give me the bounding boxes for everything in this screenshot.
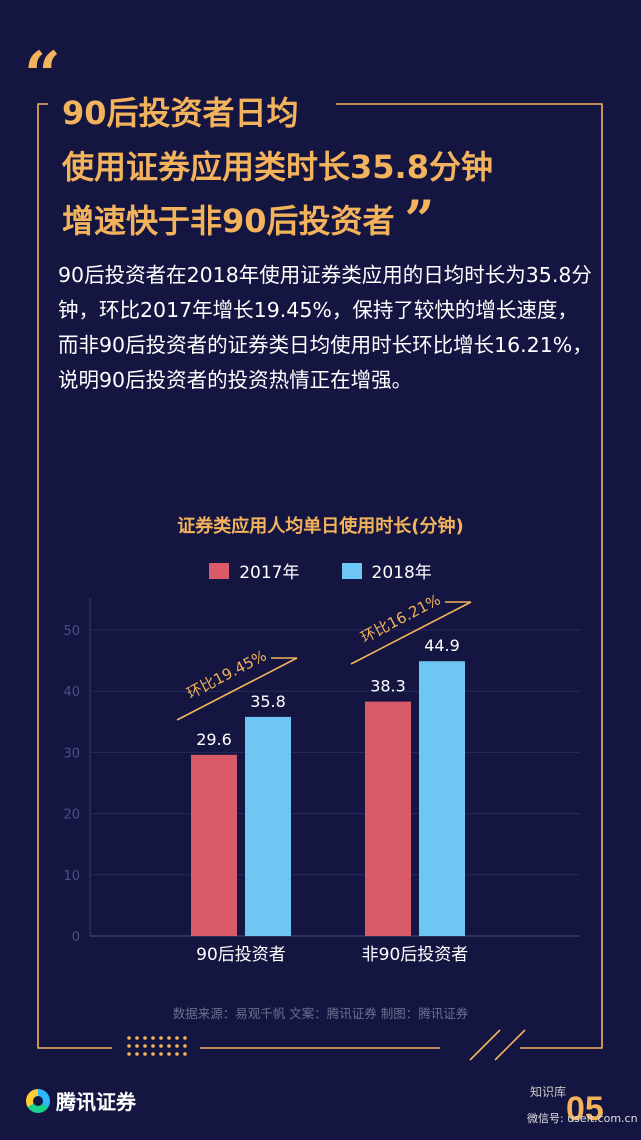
page-number: 05	[566, 1090, 604, 1128]
legend-label-2017: 2017年	[239, 563, 300, 583]
headline: 90后投资者日均 使用证券应用类时长35.8分钟 增速快于非90后投资者”	[62, 86, 602, 248]
bar-2018-1	[419, 661, 465, 936]
bar-2017-0	[191, 754, 237, 936]
brand-name: 腾讯证券	[56, 1090, 136, 1114]
body-paragraph: 90后投资者在2018年使用证券类应用的日均时长为35.8分钟，环比2017年增…	[58, 263, 593, 392]
legend-swatch-2018	[341, 562, 362, 579]
watermark-id: 微信号: useit.com.cn	[527, 1112, 638, 1125]
legend-item-2018: 2018年	[341, 558, 432, 583]
y-tick-label: 40	[63, 685, 80, 700]
y-tick-label: 0	[72, 930, 80, 945]
decorative-dots	[127, 1036, 187, 1056]
x-category-label: 90后投资者	[196, 945, 286, 965]
legend-swatch-2017	[209, 562, 230, 579]
headline-line-3: 增速快于非90后投资者”	[62, 194, 602, 248]
headline-line-3-text: 增速快于非90后投资者	[62, 202, 395, 240]
y-tick-label: 20	[63, 808, 80, 823]
bar-value-label: 38.3	[370, 677, 406, 696]
legend-item-2017: 2017年	[209, 558, 300, 583]
quote-close-mark: ”	[404, 190, 435, 251]
bar-2017-1	[365, 701, 411, 936]
tencent-securities-logo-icon	[26, 1088, 50, 1113]
bar-value-label: 44.9	[424, 636, 460, 655]
growth-arrow-line	[350, 601, 472, 665]
quote-open-mark: “	[24, 38, 61, 113]
chart-legend: 2017年 2018年	[0, 558, 641, 583]
watermark-name: 知识库	[530, 1085, 567, 1099]
y-tick-label: 50	[63, 624, 80, 639]
y-tick-label: 10	[63, 869, 80, 884]
headline-line-1: 90后投资者日均	[62, 94, 299, 132]
bar-2018-0	[245, 716, 291, 936]
data-source-note: 数据来源：易观千帆 文案：腾讯证券 制图：腾讯证券	[172, 1006, 469, 1021]
headline-line-2: 使用证券应用类时长35.8分钟	[62, 148, 493, 186]
chart-title: 证券类应用人均单日使用时长(分钟)	[177, 516, 464, 537]
legend-label-2018: 2018年	[371, 563, 432, 583]
brand: 腾讯证券	[26, 1086, 136, 1115]
x-category-label: 非90后投资者	[362, 945, 469, 965]
growth-arrow-line	[176, 657, 298, 721]
bar-value-label: 29.6	[196, 730, 232, 749]
y-tick-label: 30	[63, 746, 80, 761]
bar-value-label: 35.8	[250, 692, 286, 711]
